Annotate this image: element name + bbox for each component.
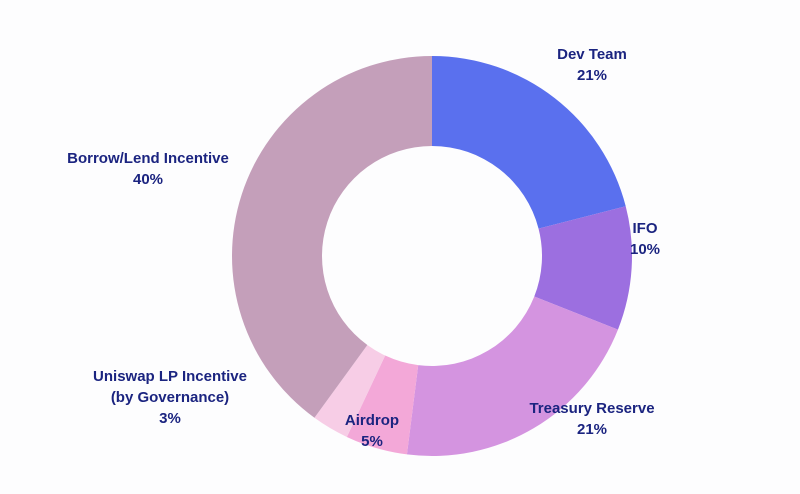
donut-slice-ifo xyxy=(534,206,632,330)
slice-label-airdrop: Airdrop 5% xyxy=(272,410,472,452)
slice-label-name: Airdrop xyxy=(344,412,400,429)
slice-label-dev-team: Dev Team 21% xyxy=(492,44,692,86)
donut-slice-airdrop xyxy=(346,355,419,455)
slice-label-value: 5% xyxy=(361,433,383,450)
slice-label-name: IFO xyxy=(632,220,658,237)
donut-slice-dev-team xyxy=(432,56,626,229)
donut-slice-borrow-lend-incentive xyxy=(232,56,432,418)
donut-slice-treasury-reserve xyxy=(406,296,618,456)
slice-label-name: Borrow/Lend Incentive xyxy=(67,150,229,167)
donut-slice-uniswap-lp-incentive-by-governance xyxy=(314,344,386,437)
slice-label-value: 40% xyxy=(132,171,164,188)
slice-label-borrow-lend-incentive: Borrow/Lend Incentive 40% xyxy=(28,148,268,190)
slice-label-name: Treasury Reserve xyxy=(529,400,655,417)
slice-label-name: Uniswap LP Incentive (by Governance) xyxy=(93,368,247,406)
slice-label-value: 21% xyxy=(576,67,608,84)
slice-label-ifo: IFO 10% xyxy=(545,218,745,260)
slice-label-value: 3% xyxy=(159,410,181,427)
slice-label-treasury-reserve: Treasury Reserve 21% xyxy=(472,398,712,440)
slice-label-value: 10% xyxy=(629,241,661,258)
slice-label-name: Dev Team xyxy=(557,46,627,63)
slice-label-uniswap-lp-incentive: Uniswap LP Incentive (by Governance) 3% xyxy=(45,366,295,429)
slice-label-value: 21% xyxy=(576,421,608,438)
